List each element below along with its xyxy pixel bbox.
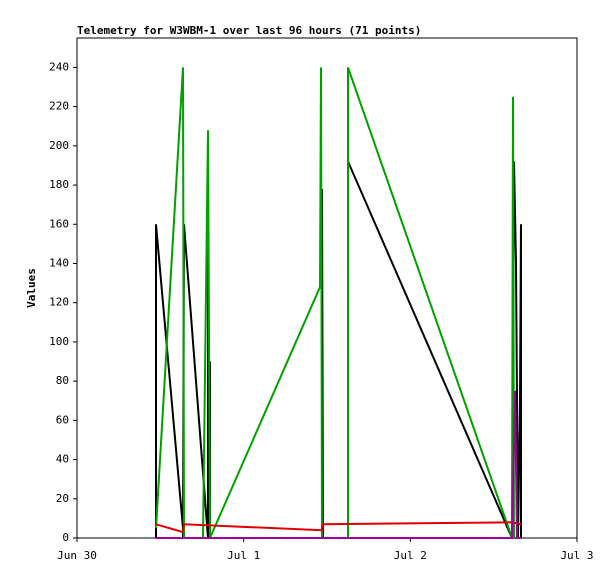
y-tick-label: 100 <box>49 335 69 348</box>
series-line <box>156 390 521 539</box>
x-tick-label: Jul 2 <box>394 549 427 562</box>
y-tick-label: 40 <box>56 453 69 466</box>
x-tick-label: Jul 3 <box>560 549 593 562</box>
y-tick-label: 80 <box>56 374 69 387</box>
x-tick-label: Jun 30 <box>57 549 97 562</box>
y-tick-label: 180 <box>49 178 69 191</box>
chart-title: Telemetry for W3WBM-1 over last 96 hours… <box>77 24 421 37</box>
x-tick-label: Jul 1 <box>227 549 260 562</box>
y-tick-label: 120 <box>49 296 69 309</box>
y-tick-label: 220 <box>49 100 69 113</box>
y-tick-label: 160 <box>49 217 69 230</box>
y-tick-label: 140 <box>49 256 69 269</box>
y-axis-label: Values <box>25 268 38 308</box>
y-tick-label: 200 <box>49 139 69 152</box>
y-tick-label: 240 <box>49 60 69 73</box>
y-tick-label: 20 <box>56 492 69 505</box>
y-tick-label: 60 <box>56 413 69 426</box>
y-tick-label: 0 <box>62 531 69 544</box>
